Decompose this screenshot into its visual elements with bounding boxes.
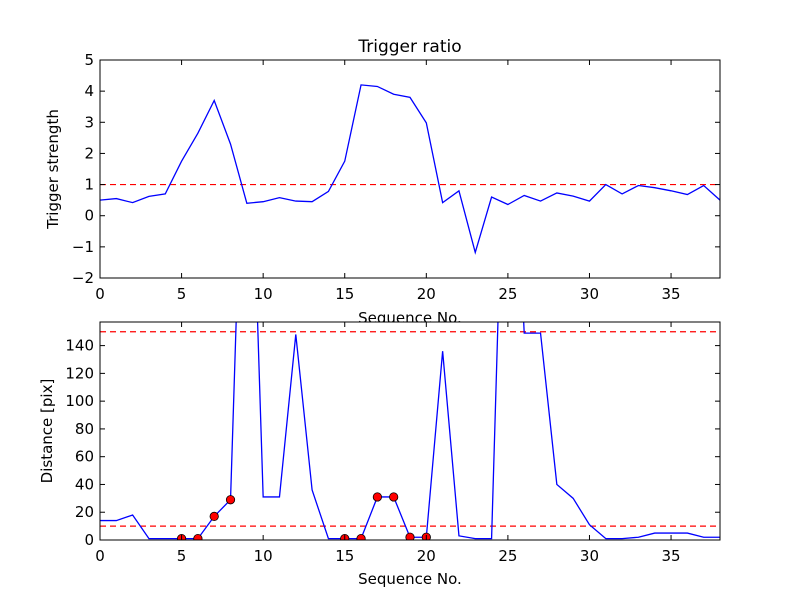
y-tick-label: 120 [65, 364, 94, 382]
plot-frame-bottom [99, 321, 721, 541]
y-tick-label: 4 [84, 82, 94, 100]
chart-distance: 0 5 10 15 20 25 30 35 0 20 40 60 80 100 120 140 Sequen… [38, 321, 721, 588]
x-tick-label: 15 [335, 285, 354, 303]
y-tick-label: 5 [84, 51, 94, 69]
x-tick-label: 25 [498, 285, 517, 303]
x-tick-label: 10 [254, 285, 273, 303]
y-axis-label-bottom: Distance [pix] [38, 379, 56, 484]
x-axis-label-bottom: Sequence No. [358, 570, 462, 588]
y-tick-label: 0 [84, 531, 94, 549]
x-tick-label: 35 [662, 285, 681, 303]
y-tick-label: 20 [75, 503, 94, 521]
data-point-marker [193, 534, 203, 540]
x-tick-label: 0 [95, 547, 105, 565]
y-tick-label: 80 [75, 420, 94, 438]
y-axis-label-top: Trigger strength [44, 109, 62, 230]
y-tick-label: 140 [65, 337, 94, 355]
x-tick-label: 25 [498, 547, 517, 565]
x-tick-label: 20 [417, 547, 436, 565]
y-tick-label: −2 [72, 269, 94, 287]
y-tick-label: 60 [75, 448, 94, 466]
x-tick-label: 5 [177, 285, 187, 303]
x-tick-label: 30 [580, 285, 599, 303]
y-tick-label: 1 [84, 176, 94, 194]
chart-title: Trigger ratio [357, 37, 461, 57]
data-point-marker [405, 532, 415, 540]
y-tick-label: 100 [65, 392, 94, 410]
plot-frame-top [99, 59, 721, 279]
plot-area-top [100, 60, 720, 278]
x-tick-label: 10 [254, 547, 273, 565]
y-tick-label: 2 [84, 144, 94, 162]
x-tick-label: 20 [417, 285, 436, 303]
y-tick-label: −1 [72, 238, 94, 256]
data-point-marker [209, 511, 219, 521]
data-point-marker [356, 534, 366, 540]
data-point-marker [389, 492, 399, 502]
x-tick-label: 5 [177, 547, 187, 565]
x-tick-label: 0 [95, 285, 105, 303]
y-tick-label: 0 [84, 207, 94, 225]
plot-area-bottom [100, 322, 720, 540]
x-tick-label: 15 [335, 547, 354, 565]
y-tick-label: 3 [84, 113, 94, 131]
x-tick-label: 35 [662, 547, 681, 565]
data-point-marker [225, 495, 236, 505]
y-tick-label: 40 [75, 475, 94, 493]
data-point-marker [372, 492, 382, 502]
x-tick-label: 30 [580, 547, 599, 565]
series-line-top-0 [99, 84, 721, 255]
